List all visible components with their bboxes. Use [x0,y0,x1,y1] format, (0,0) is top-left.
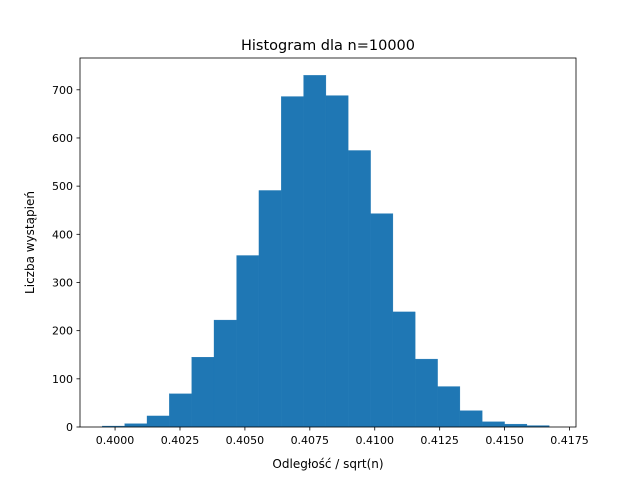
y-axis-title: Liczba wystąpień [23,191,37,294]
x-tick-label: 0.4025 [161,434,200,447]
histogram-bar [370,213,394,428]
y-tick-label: 600 [52,132,73,145]
histogram-bar [325,95,349,428]
x-tick-label: 0.4175 [550,434,589,447]
histogram-bar [392,311,416,428]
x-tick-label: 0.4075 [291,434,330,447]
histogram-bar [348,150,371,428]
x-tick-label: 0.4050 [226,434,265,447]
histogram-bar [191,357,215,428]
histogram-bar [459,410,483,428]
x-tick-label: 0.4000 [96,434,135,447]
histogram-bar [482,421,505,428]
y-tick-label: 400 [52,228,73,241]
y-tick-label: 100 [52,373,73,386]
y-tick-label: 500 [52,180,73,193]
histogram-bar [303,75,327,428]
histogram-bar [437,386,461,428]
histogram-bar [146,415,170,428]
chart-title: Histogram dla n=10000 [241,38,415,54]
histogram-bar [169,393,192,428]
histogram-bar [504,423,528,428]
histogram-bar [236,255,260,428]
x-tick-label: 0.4125 [420,434,459,447]
histogram-bar [281,96,304,428]
x-axis-title: Odległość / sqrt(n) [272,457,383,471]
plot-frame [79,57,577,428]
y-tick-label: 200 [52,325,73,338]
x-tick-label: 0.4150 [485,434,524,447]
histogram-bar [415,358,438,428]
x-axis: 0.4000 0.4025 0.4050 0.4075 0.4100 0.4125 0.41… [96,427,589,447]
histogram-bar [124,423,148,428]
y-tick-label: 300 [52,276,73,289]
y-tick-label: 700 [52,84,73,97]
x-tick-label: 0.4100 [355,434,394,447]
y-tick-label: 0 [66,421,73,434]
histogram-bar [258,190,282,428]
y-axis: 0 100 200 300 400 500 600 700 [52,84,80,434]
histogram-bar [213,319,237,428]
